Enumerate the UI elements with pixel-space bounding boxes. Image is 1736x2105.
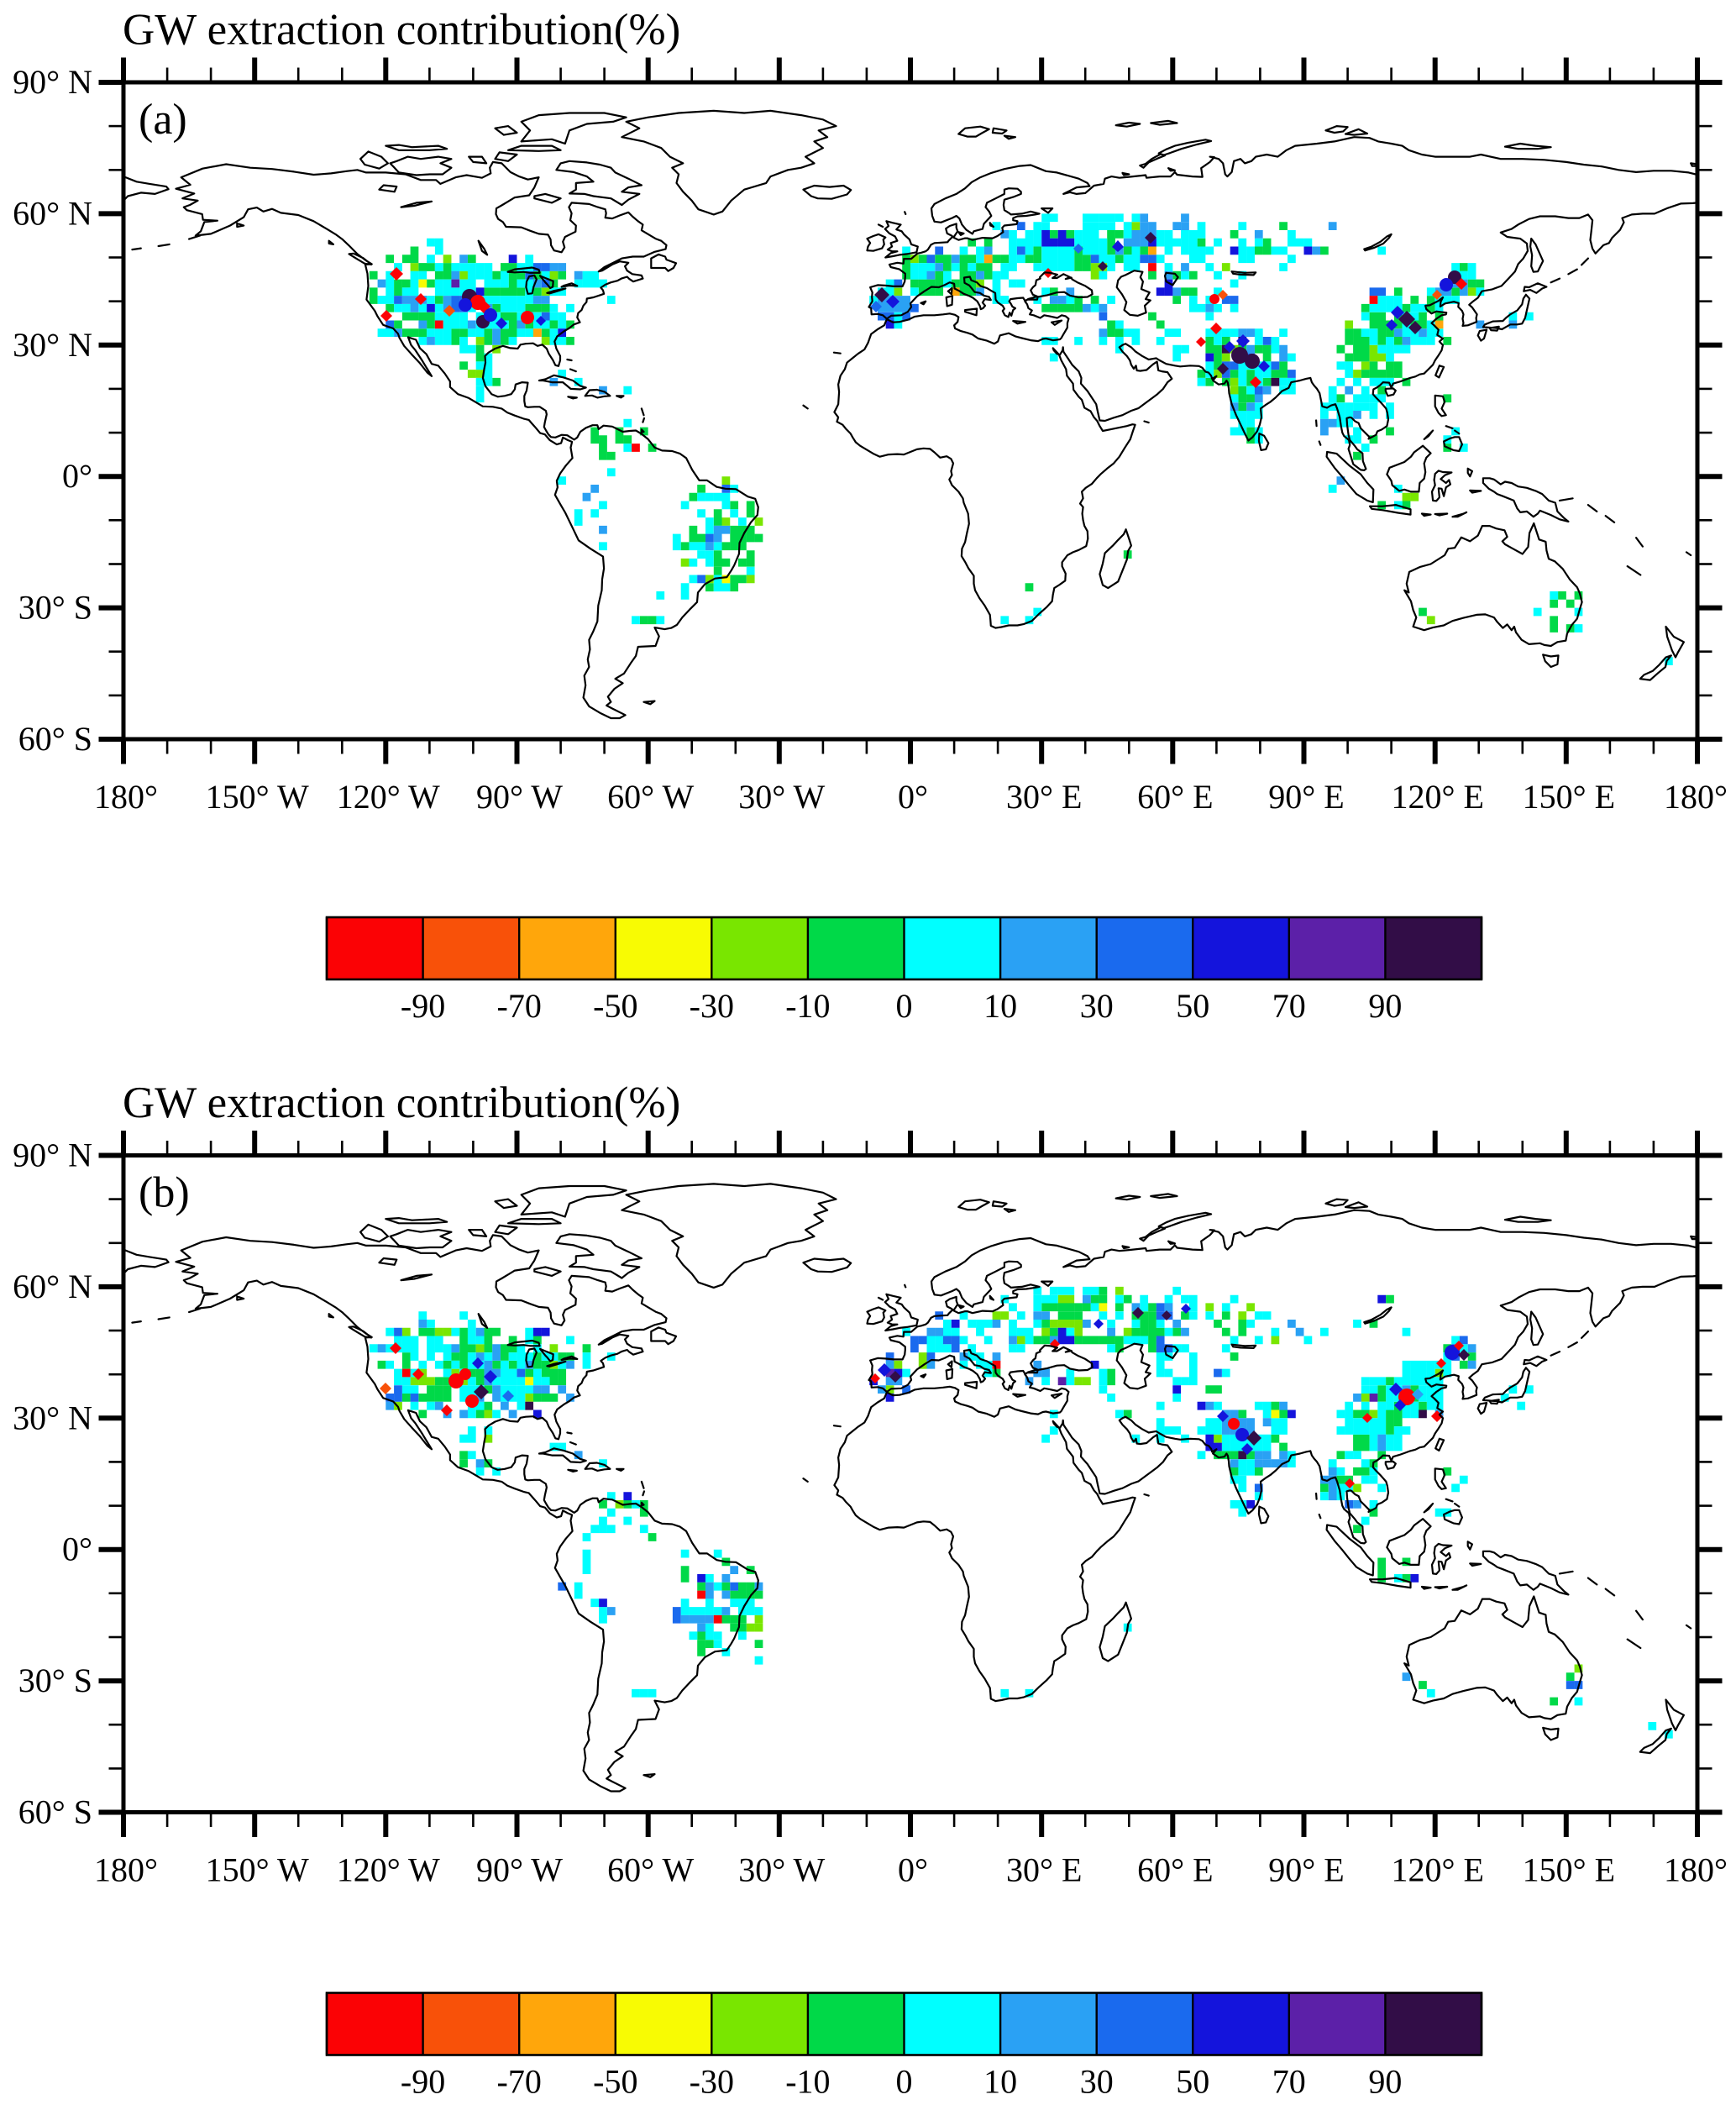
svg-text:-10: -10 [785, 987, 830, 1025]
svg-text:GW extraction contribution(%): GW extraction contribution(%) [123, 1079, 680, 1127]
svg-text:90° E: 90° E [1268, 1851, 1344, 1889]
svg-text:120° W: 120° W [337, 1851, 440, 1889]
svg-text:60° W: 60° W [607, 1851, 694, 1889]
svg-text:0°: 0° [62, 1530, 92, 1568]
svg-text:150° E: 150° E [1523, 778, 1615, 816]
svg-text:30: 30 [1080, 2063, 1114, 2101]
svg-text:-30: -30 [690, 987, 734, 1025]
svg-text:30° S: 30° S [18, 1661, 92, 1699]
svg-text:0°: 0° [62, 457, 92, 495]
svg-text:30° E: 30° E [1006, 1851, 1082, 1889]
svg-text:30° E: 30° E [1006, 778, 1082, 816]
svg-text:60° E: 60° E [1137, 1851, 1213, 1889]
svg-text:50: 50 [1176, 2063, 1209, 2101]
svg-text:50: 50 [1176, 987, 1209, 1025]
svg-text:90° E: 90° E [1268, 778, 1344, 816]
svg-text:90° N: 90° N [13, 1136, 92, 1174]
svg-text:30: 30 [1080, 987, 1114, 1025]
svg-text:90° N: 90° N [13, 63, 92, 101]
svg-text:-50: -50 [593, 987, 637, 1025]
svg-text:60° S: 60° S [18, 720, 92, 758]
svg-text:0°: 0° [898, 778, 928, 816]
svg-text:-70: -70 [497, 987, 542, 1025]
svg-text:30° W: 30° W [738, 1851, 825, 1889]
svg-text:70: 70 [1272, 987, 1306, 1025]
svg-text:120° E: 120° E [1391, 1851, 1483, 1889]
svg-text:(b): (b) [139, 1169, 190, 1217]
svg-text:0: 0 [896, 2063, 913, 2101]
svg-text:60° S: 60° S [18, 1793, 92, 1831]
svg-text:180°: 180° [94, 778, 158, 816]
svg-text:(a): (a) [139, 96, 187, 144]
svg-text:0°: 0° [898, 1851, 928, 1889]
svg-text:90° W: 90° W [476, 1851, 563, 1889]
svg-text:90° W: 90° W [476, 778, 563, 816]
svg-text:30° N: 30° N [13, 326, 92, 364]
svg-text:150° E: 150° E [1523, 1851, 1615, 1889]
svg-text:-90: -90 [401, 987, 445, 1025]
svg-text:60° E: 60° E [1137, 778, 1213, 816]
svg-text:60° N: 60° N [13, 194, 92, 232]
svg-text:120° E: 120° E [1391, 778, 1483, 816]
svg-text:180°: 180° [1664, 778, 1728, 816]
svg-text:GW extraction contribution(%): GW extraction contribution(%) [123, 6, 680, 55]
svg-text:150° W: 150° W [206, 1851, 309, 1889]
svg-text:90: 90 [1368, 987, 1402, 1025]
svg-text:90: 90 [1368, 2063, 1402, 2101]
svg-text:60° N: 60° N [13, 1268, 92, 1305]
svg-text:-70: -70 [497, 2063, 542, 2101]
svg-text:-90: -90 [401, 2063, 445, 2101]
svg-text:180°: 180° [94, 1851, 158, 1889]
svg-text:150° W: 150° W [206, 778, 309, 816]
svg-text:10: 10 [983, 2063, 1017, 2101]
svg-text:30° W: 30° W [738, 778, 825, 816]
svg-text:-30: -30 [690, 2063, 734, 2101]
svg-text:0: 0 [896, 987, 913, 1025]
svg-text:30° S: 30° S [18, 589, 92, 627]
svg-text:-50: -50 [593, 2063, 637, 2101]
svg-text:60° W: 60° W [607, 778, 694, 816]
svg-text:10: 10 [983, 987, 1017, 1025]
svg-text:-10: -10 [785, 2063, 830, 2101]
svg-text:120° W: 120° W [337, 778, 440, 816]
svg-text:30° N: 30° N [13, 1399, 92, 1436]
svg-text:70: 70 [1272, 2063, 1306, 2101]
svg-text:180°: 180° [1664, 1851, 1728, 1889]
